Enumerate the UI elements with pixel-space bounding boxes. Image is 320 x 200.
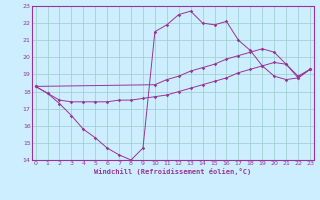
X-axis label: Windchill (Refroidissement éolien,°C): Windchill (Refroidissement éolien,°C)	[94, 168, 252, 175]
